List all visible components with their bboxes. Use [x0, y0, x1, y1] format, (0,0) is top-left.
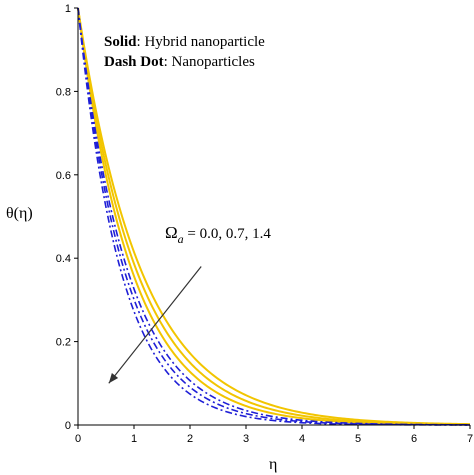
legend-line-1: Solid: Hybrid nanoparticle: [104, 34, 265, 50]
legend-solid-label: Solid: [104, 34, 137, 50]
solid-series-1: [77, 7, 471, 426]
annotation-subscript: a: [178, 232, 184, 246]
legend-solid-text: : Hybrid nanoparticle: [137, 34, 266, 50]
dash-dot-series-5: [77, 7, 471, 426]
annotation-arrowhead: [108, 372, 119, 384]
series-layer: [77, 7, 471, 426]
x-tick-label: 7: [467, 433, 473, 445]
axes-layer: [77, 8, 470, 426]
y-axis-label: θ(η): [6, 205, 33, 222]
dash-dot-series-6: [77, 7, 470, 426]
legend-dash-label: Dash Dot: [104, 54, 164, 70]
annotation-values: = 0.0, 0.7, 1.4: [184, 226, 272, 242]
solid-series-3: [77, 7, 471, 426]
x-tick-label: 3: [243, 433, 249, 445]
legend-line-2: Dash Dot: Nanoparticles: [104, 54, 255, 70]
annotation-symbol: Ω: [165, 223, 178, 242]
y-tick-label: 1: [65, 3, 71, 15]
y-tick-label: 0.6: [56, 170, 71, 182]
legend: Solid: Hybrid nanoparticle Dash Dot: Nan…: [104, 34, 265, 70]
dash-dot-series-4: [77, 7, 471, 426]
x-tick-label: 4: [299, 433, 305, 445]
x-tick-label: 5: [355, 433, 361, 445]
solid-series-2: [77, 7, 471, 426]
y-tick-label: 0.2: [56, 337, 71, 349]
y-tick-label: 0.8: [56, 86, 71, 98]
annotation-arrow: [108, 266, 202, 384]
x-tick-label: 0: [75, 433, 81, 445]
x-tick-label: 1: [131, 433, 137, 445]
y-tick-label: 0: [65, 420, 71, 432]
y-tick-label: 0.4: [56, 253, 71, 265]
parameter-annotation: Ωa = 0.0, 0.7, 1.4: [108, 223, 271, 384]
x-tick-label: 6: [411, 433, 417, 445]
x-tick-label: 2: [187, 433, 193, 445]
ticks-layer: 0 1 2 3 4 5 6 7 0 0.2 0.4 0.6 0.8 1: [56, 3, 473, 445]
annotation-text: Ωa = 0.0, 0.7, 1.4: [165, 223, 271, 246]
x-axis-label: η: [269, 456, 277, 473]
legend-dash-text: : Nanoparticles: [164, 54, 255, 70]
